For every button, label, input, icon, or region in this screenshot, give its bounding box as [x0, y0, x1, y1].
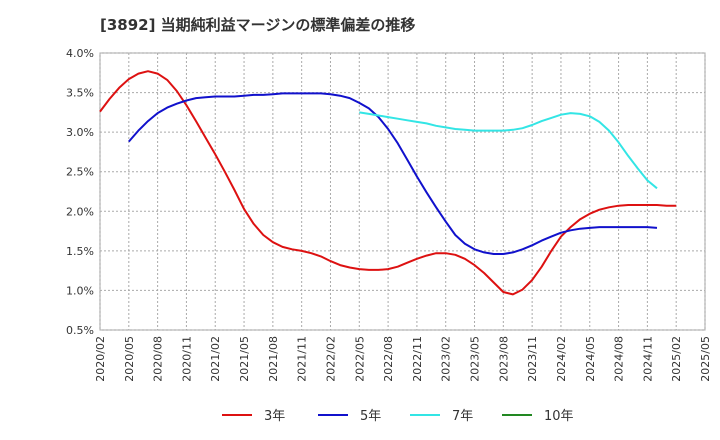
x-tick-label: 2023/05 — [469, 336, 482, 382]
x-axis-ticks: 2020/02 2020/05 2020/08 2020/11 2021/02 2021/… — [94, 336, 712, 382]
x-tick-label: 2024/08 — [613, 336, 626, 382]
x-tick-label: 2022/02 — [324, 336, 337, 382]
y-tick-label: 1.5% — [66, 245, 94, 258]
series-line-5年 — [128, 92, 658, 255]
x-tick-label: 2023/08 — [497, 336, 510, 382]
x-tick-label: 2021/08 — [267, 336, 280, 382]
y-axis-ticks: 4.0% 3.5% 3.0% 2.5% 2.0% 1.5% 1.0% 0.5% — [66, 47, 94, 337]
x-tick-label: 2021/11 — [296, 336, 309, 382]
y-tick-label: 0.5% — [66, 324, 94, 337]
x-tick-label: 2020/05 — [123, 336, 136, 382]
y-tick-label: 3.0% — [66, 126, 94, 139]
x-tick-label: 2021/02 — [209, 336, 222, 382]
x-tick-label: 2023/02 — [440, 336, 453, 382]
chart-title: [3892] 当期純利益マージンの標準偏差の推移 — [100, 16, 416, 34]
grid-lines — [99, 52, 706, 331]
series-lines — [99, 70, 677, 296]
legend-label: 3年 — [264, 409, 285, 424]
legend-label: 5年 — [360, 409, 381, 424]
legend: 3年 5年 7年 10年 — [222, 409, 574, 424]
x-tick-label: 2022/05 — [353, 336, 366, 382]
x-tick-label: 2020/11 — [180, 336, 193, 382]
y-tick-label: 3.5% — [66, 87, 94, 100]
y-tick-label: 2.0% — [66, 205, 94, 218]
x-tick-label: 2020/02 — [94, 336, 107, 382]
x-tick-label: 2024/02 — [555, 336, 568, 382]
plot-area-frame — [99, 52, 706, 331]
x-tick-label: 2024/05 — [584, 336, 597, 382]
legend-label: 10年 — [544, 409, 574, 424]
x-tick-label: 2024/11 — [641, 336, 654, 382]
series-line-3年 — [99, 70, 677, 296]
y-tick-label: 1.0% — [66, 284, 94, 297]
y-tick-label: 2.5% — [66, 166, 94, 179]
x-tick-label: 2022/11 — [411, 336, 424, 382]
x-tick-label: 2020/08 — [152, 336, 165, 382]
y-tick-label: 4.0% — [66, 47, 94, 60]
series-line-7年 — [359, 111, 658, 190]
x-tick-label: 2021/05 — [238, 336, 251, 382]
x-tick-label: 2022/08 — [382, 336, 395, 382]
x-tick-label: 2023/11 — [526, 336, 539, 382]
legend-label: 7年 — [452, 409, 473, 424]
x-tick-label: 2025/05 — [699, 336, 712, 382]
x-tick-label: 2025/02 — [670, 336, 683, 382]
